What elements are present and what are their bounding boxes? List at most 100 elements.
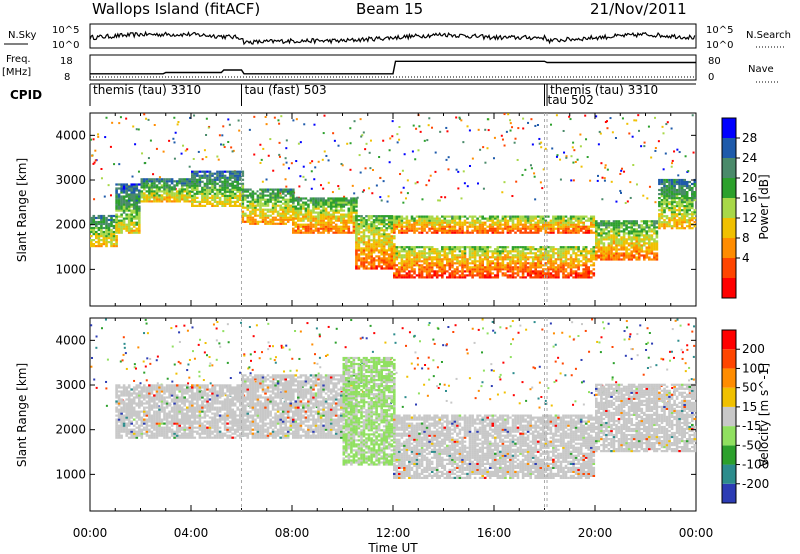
data-cell: [683, 188, 686, 192]
data-cell: [526, 231, 530, 234]
data-cell: [559, 266, 563, 269]
scatter-cell: [228, 123, 231, 126]
data-cell: [382, 217, 386, 220]
scatter-cell: [493, 136, 496, 139]
scatter-cell: [563, 151, 566, 154]
data-cell: [483, 270, 487, 273]
data-cell: [297, 197, 300, 200]
data-cell: [660, 180, 664, 184]
data-cell: [299, 197, 303, 200]
data-cell: [539, 272, 543, 275]
data-cell: [486, 250, 489, 253]
scatter-cell: [626, 326, 629, 329]
data-cell: [218, 184, 222, 187]
data-cell: [577, 229, 580, 232]
data-cell: [322, 199, 325, 202]
data-cell: [198, 202, 202, 205]
data-cell: [637, 224, 641, 227]
data-cell: [488, 256, 492, 259]
data-cell: [597, 246, 601, 249]
data-cell: [600, 230, 603, 233]
data-cell: [127, 193, 131, 196]
data-cell: [456, 272, 459, 275]
data-cell: [130, 189, 133, 192]
scatter-cell: [604, 166, 607, 169]
data-cell: [183, 184, 186, 187]
data-cell: [428, 262, 431, 265]
data-cell: [312, 197, 315, 200]
data-cell: [559, 231, 563, 234]
data-cell: [304, 211, 308, 214]
data-cell: [415, 260, 419, 263]
data-cell: [246, 208, 250, 211]
data-cell: [153, 200, 156, 203]
scatter-cell: [572, 161, 575, 164]
data-cell: [544, 250, 548, 253]
data-cell: [314, 215, 318, 218]
data-cell: [385, 223, 388, 226]
data-cell: [466, 260, 469, 263]
data-cell: [352, 209, 356, 212]
data-cell: [645, 238, 649, 241]
data-cell: [92, 214, 96, 218]
scatter-cell: [418, 125, 421, 128]
scatter-cell: [359, 337, 362, 340]
data-cell: [223, 192, 227, 195]
data-cell: [352, 203, 356, 206]
data-cell: [443, 258, 447, 261]
data-cell: [595, 234, 598, 237]
data-cell: [590, 223, 593, 226]
data-cell: [148, 184, 151, 187]
data-cell: [420, 274, 424, 277]
data-cell: [138, 207, 141, 210]
data-cell: [559, 268, 563, 271]
data-cell: [678, 188, 681, 192]
data-cell: [531, 217, 535, 220]
data-cell: [115, 201, 118, 204]
data-cell: [590, 264, 593, 267]
data-cell: [279, 200, 282, 203]
data-cell: [655, 240, 659, 243]
data-cell: [186, 194, 189, 197]
data-cell: [678, 209, 681, 212]
data-cell: [367, 235, 371, 238]
scatter-cell: [446, 130, 449, 133]
data-cell: [289, 208, 293, 211]
scatter-cell: [527, 121, 530, 124]
data-cell: [241, 214, 245, 217]
data-cell: [390, 235, 394, 238]
data-cell: [448, 250, 452, 253]
data-cell: [620, 222, 623, 225]
data-cell: [665, 195, 669, 198]
data-cell: [650, 238, 654, 241]
scatter-cell: [221, 134, 224, 137]
data-cell: [640, 240, 644, 243]
data-cell: [193, 200, 197, 203]
scatter-cell: [692, 355, 695, 358]
data-cell: [640, 232, 644, 235]
scatter-cell: [538, 142, 541, 145]
data-cell: [382, 251, 386, 254]
data-cell: [352, 217, 356, 220]
data-cell: [549, 258, 553, 261]
data-cell: [198, 176, 202, 179]
scatter-cell: [434, 151, 437, 154]
scatter-cell: [378, 156, 381, 159]
data-cell: [332, 201, 335, 204]
data-cell: [451, 258, 454, 261]
data-cell: [668, 184, 671, 188]
data-cell: [120, 231, 123, 234]
data-cell: [478, 215, 482, 218]
data-cell: [221, 186, 224, 189]
data-cell: [372, 267, 376, 270]
data-cell: [483, 276, 487, 279]
data-cell: [668, 186, 671, 190]
data-cell: [143, 184, 146, 187]
data-cell: [196, 180, 199, 183]
data-cell: [675, 219, 679, 222]
data-cell: [590, 221, 593, 224]
scatter-cell: [638, 129, 641, 132]
scatter-cell: [371, 350, 374, 353]
data-cell: [420, 227, 424, 230]
data-cell: [390, 245, 394, 248]
